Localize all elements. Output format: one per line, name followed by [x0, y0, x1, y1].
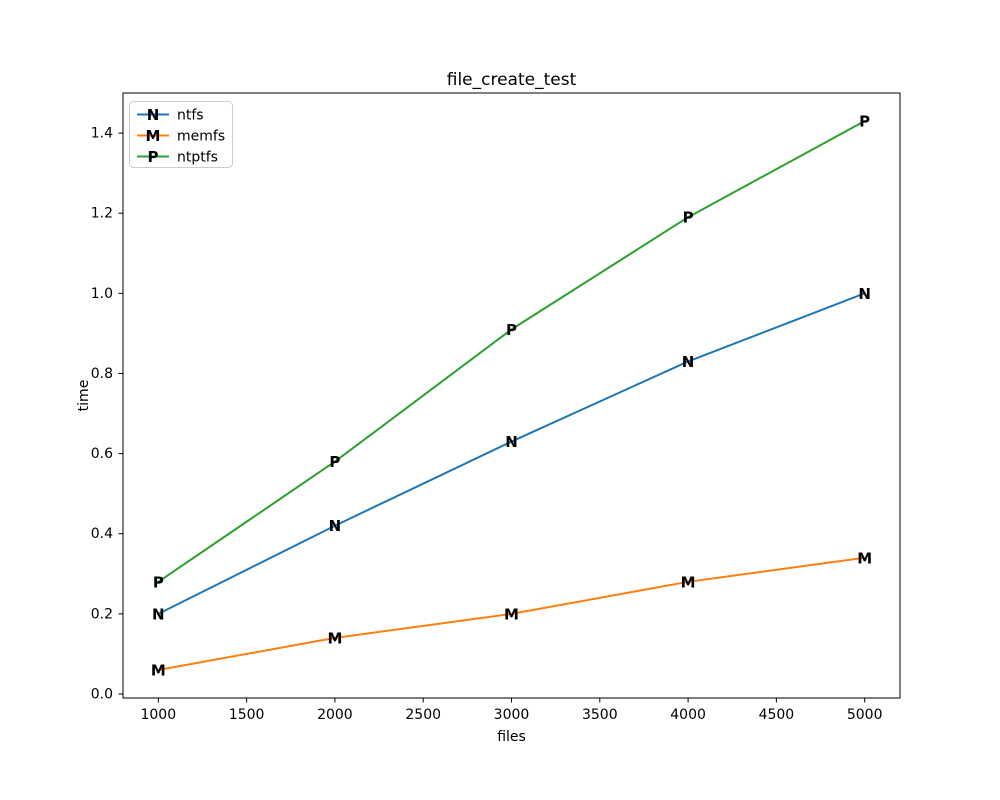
legend-label-ntptfs: ntptfs: [177, 150, 218, 166]
legend-label-memfs: memfs: [177, 129, 225, 145]
x-tick-label: 2000: [317, 707, 353, 723]
series-marker-ntfs: N: [329, 517, 342, 535]
y-tick-label: 0.4: [91, 526, 113, 542]
series-marker-memfs: M: [327, 629, 342, 647]
y-tick-label: 1.0: [91, 286, 113, 302]
series-marker-ntfs: N: [858, 285, 871, 303]
y-tick-label: 0.0: [91, 686, 113, 702]
x-tick-label: 3000: [494, 707, 530, 723]
series-marker-ntptfs: P: [683, 209, 694, 227]
series-marker-ntfs: N: [505, 433, 518, 451]
series-marker-ntptfs: P: [329, 453, 340, 471]
x-axis-label: files: [497, 729, 526, 745]
plot-area: [123, 93, 900, 698]
y-tick-label: 0.2: [91, 606, 113, 622]
y-tick-label: 1.4: [91, 126, 113, 142]
series-marker-ntfs: N: [152, 605, 165, 623]
x-tick-label: 1000: [140, 707, 176, 723]
x-tick-label: 1500: [229, 707, 265, 723]
x-tick-label: 4500: [759, 707, 795, 723]
series-marker-ntptfs: P: [506, 321, 517, 339]
series-line-ntptfs: [157, 120, 866, 583]
legend-box: [129, 101, 233, 168]
series-group: N N N N N M M M M M P P P P P: [151, 113, 872, 680]
axis-ticks: 1000 1500 2000 2500 3000 3500 4000 4500 5000 0.0 0…: [91, 126, 883, 723]
x-tick-label: 3500: [582, 707, 618, 723]
legend-marker-ntfs: N: [147, 106, 160, 124]
series-marker-memfs: M: [857, 549, 872, 567]
series-marker-ntptfs: P: [153, 573, 164, 591]
series-marker-memfs: M: [681, 573, 696, 591]
y-tick-label: 0.6: [91, 446, 113, 462]
x-tick-label: 5000: [847, 707, 883, 723]
series-marker-memfs: M: [151, 661, 166, 679]
series-marker-ntfs: N: [682, 353, 695, 371]
x-tick-label: 2500: [405, 707, 441, 723]
chart-title: file_create_test: [447, 70, 577, 90]
legend-marker-memfs: M: [146, 127, 161, 145]
axes-spines: [122, 92, 901, 699]
legend-marker-ntptfs: P: [148, 148, 159, 166]
series-line-memfs: [157, 556, 866, 671]
y-tick-label: 0.8: [91, 366, 113, 382]
x-tick-label: 4000: [670, 707, 706, 723]
y-axis-label: time: [76, 380, 92, 412]
series-marker-ntptfs: P: [859, 113, 870, 131]
legend-label-ntfs: ntfs: [177, 108, 204, 124]
series-marker-memfs: M: [504, 605, 519, 623]
series-line-ntfs: [157, 292, 866, 615]
y-tick-label: 1.2: [91, 206, 113, 222]
